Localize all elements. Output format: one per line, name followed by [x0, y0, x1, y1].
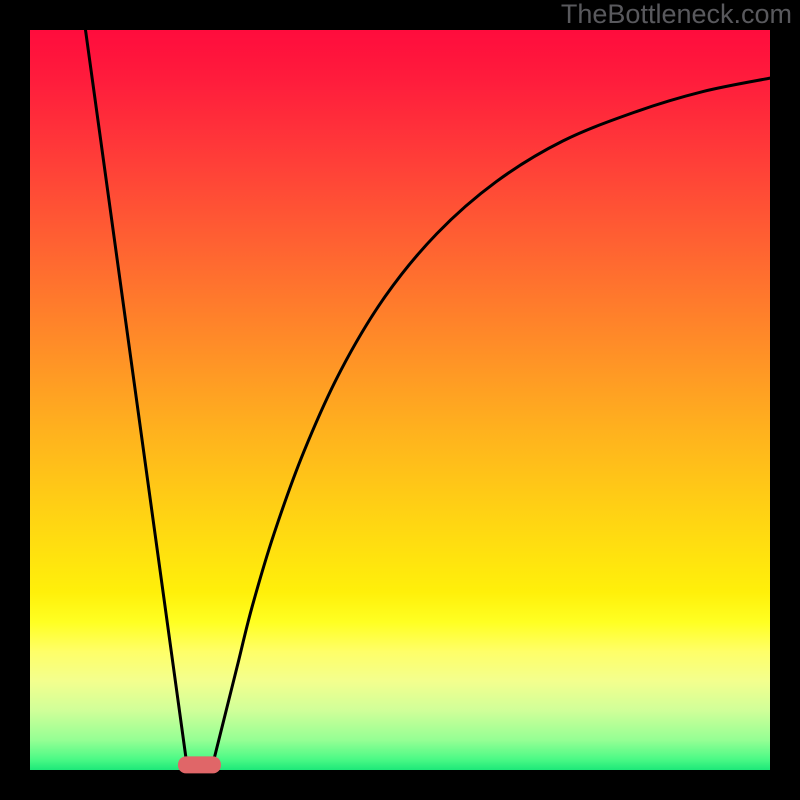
watermark-text: TheBottleneck.com: [561, 0, 792, 29]
plot-background: [30, 30, 770, 770]
optimum-marker: [178, 756, 221, 773]
bottleneck-chart: TheBottleneck.com: [0, 0, 800, 800]
